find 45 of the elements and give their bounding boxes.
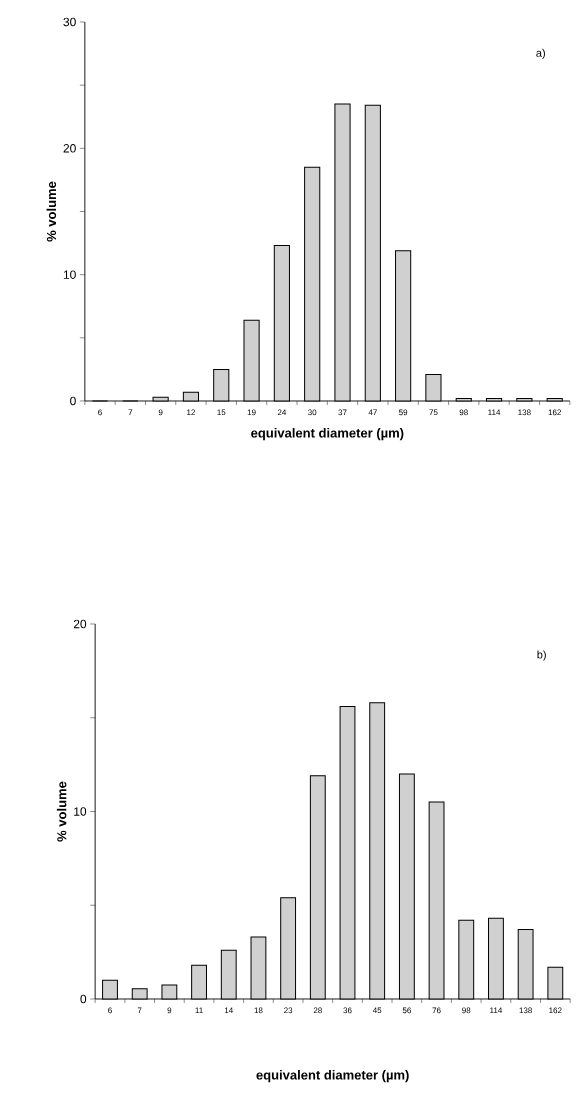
x-tick-label: 98: [459, 409, 468, 416]
x-tick-label: 7: [128, 409, 133, 416]
x-tick-label: 75: [429, 409, 438, 416]
x-tick-label: 162: [549, 1007, 562, 1014]
x-tick-label: 138: [518, 409, 531, 416]
x-tick-label: 11: [195, 1007, 203, 1014]
x-tick-label: 7: [137, 1007, 142, 1014]
x-tick-label: 9: [158, 409, 163, 416]
x-tick-label: 138: [519, 1007, 532, 1014]
y-tick-label: 0: [70, 396, 76, 406]
y-axis-title: % volume: [56, 781, 67, 842]
x-tick-label: 24: [277, 409, 287, 416]
x-tick-label: 14: [224, 1007, 233, 1014]
text: a): [536, 48, 545, 60]
x-axis-title: equivalent diameter (µm): [251, 428, 404, 441]
x-tick-label: 76: [432, 1007, 441, 1014]
y-tick-label: 20: [63, 144, 76, 153]
x-tick-label: 45: [372, 1007, 382, 1014]
y-tick-label: 20: [73, 619, 87, 629]
x-tick-label: 9: [167, 1007, 172, 1014]
y-tick-label: 10: [63, 270, 76, 279]
y-tick-label: 10: [74, 807, 87, 816]
x-tick-label: 19: [247, 409, 256, 416]
x-tick-label: 114: [490, 1007, 503, 1014]
x-tick-label: 114: [488, 409, 501, 416]
x-tick-label: 98: [462, 1007, 471, 1014]
x-tick-label: 23: [284, 1007, 293, 1014]
x-tick-label: 15: [217, 409, 226, 416]
x-tick-label: 59: [398, 409, 408, 416]
x-tick-label: 37: [338, 409, 347, 416]
x-tick-label: 6: [98, 409, 102, 416]
x-tick-label: 18: [254, 1007, 263, 1014]
y-tick-label: 30: [63, 17, 76, 27]
x-tick-label: 36: [343, 1007, 352, 1014]
x-tick-label: 30: [308, 409, 317, 416]
x-tick-label: 47: [368, 409, 377, 416]
x-tick-label: 6: [108, 1007, 112, 1014]
x-axis-title: equivalent diameter (µm): [256, 1070, 409, 1083]
x-tick-label: 56: [402, 1007, 411, 1014]
y-axis-title: % volume: [46, 181, 57, 242]
x-tick-label: 162: [548, 409, 561, 416]
text: b): [537, 650, 546, 661]
x-tick-label: 28: [313, 1007, 322, 1014]
y-tick-label: 0: [80, 994, 87, 1004]
x-tick-label: 12: [187, 409, 195, 416]
